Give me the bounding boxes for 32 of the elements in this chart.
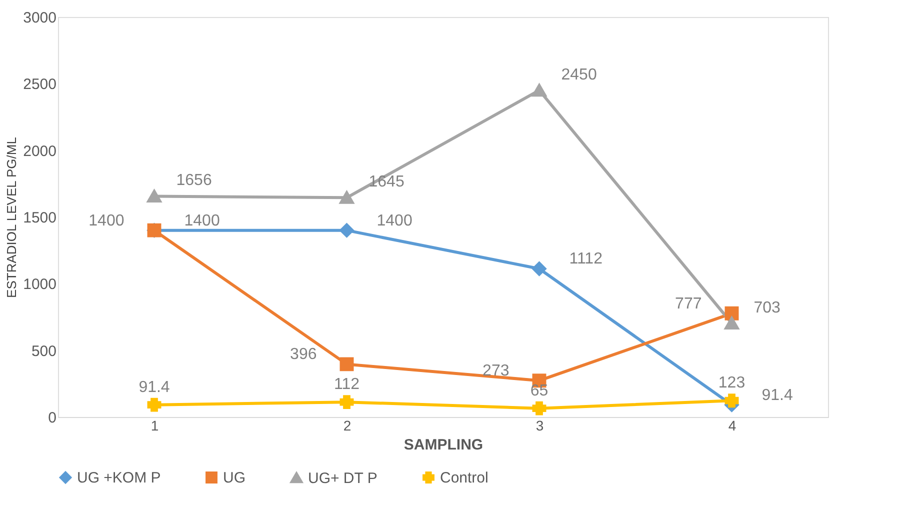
data-label: 1400 — [88, 212, 124, 230]
data-label: 2450 — [561, 66, 597, 84]
data-label: 123 — [718, 374, 746, 392]
y-axis-title: ESTRADIOL LEVEL PG/ML — [4, 137, 20, 298]
data-label: 273 — [482, 362, 510, 380]
y-tick-label: 1500 — [23, 210, 56, 226]
data-label: 91.4 — [762, 386, 793, 404]
x-tick-label: 3 — [536, 418, 544, 434]
y-tick-label: 500 — [31, 342, 56, 360]
legend-label: UG+ DT P — [308, 470, 378, 487]
data-label: 1656 — [176, 172, 212, 190]
x-tick-label: 2 — [343, 418, 352, 434]
y-tick-label: 2500 — [23, 76, 56, 94]
y-tick-label: 1000 — [23, 276, 56, 294]
y-tick-label: 0 — [48, 410, 56, 426]
data-label: 1400 — [184, 212, 220, 230]
data-label: 91.4 — [138, 378, 170, 396]
legend-label: UG — [223, 470, 246, 487]
data-label: 703 — [754, 299, 781, 316]
x-axis-title: SAMPLING — [404, 436, 484, 454]
data-label: 396 — [290, 346, 317, 364]
legend-label: Control — [440, 470, 488, 487]
y-tick-label: 2000 — [23, 142, 56, 160]
y-tick-label: 3000 — [23, 10, 56, 26]
legend-label: UG +KOM P — [77, 470, 161, 487]
data-label: 777 — [675, 295, 702, 312]
data-label: 1112 — [569, 250, 603, 268]
data-label: 65 — [530, 382, 548, 400]
x-tick-label: 1 — [150, 418, 159, 434]
data-label: 1400 — [376, 212, 412, 230]
x-tick-label: 4 — [728, 418, 736, 434]
data-label: 112 — [334, 376, 360, 394]
